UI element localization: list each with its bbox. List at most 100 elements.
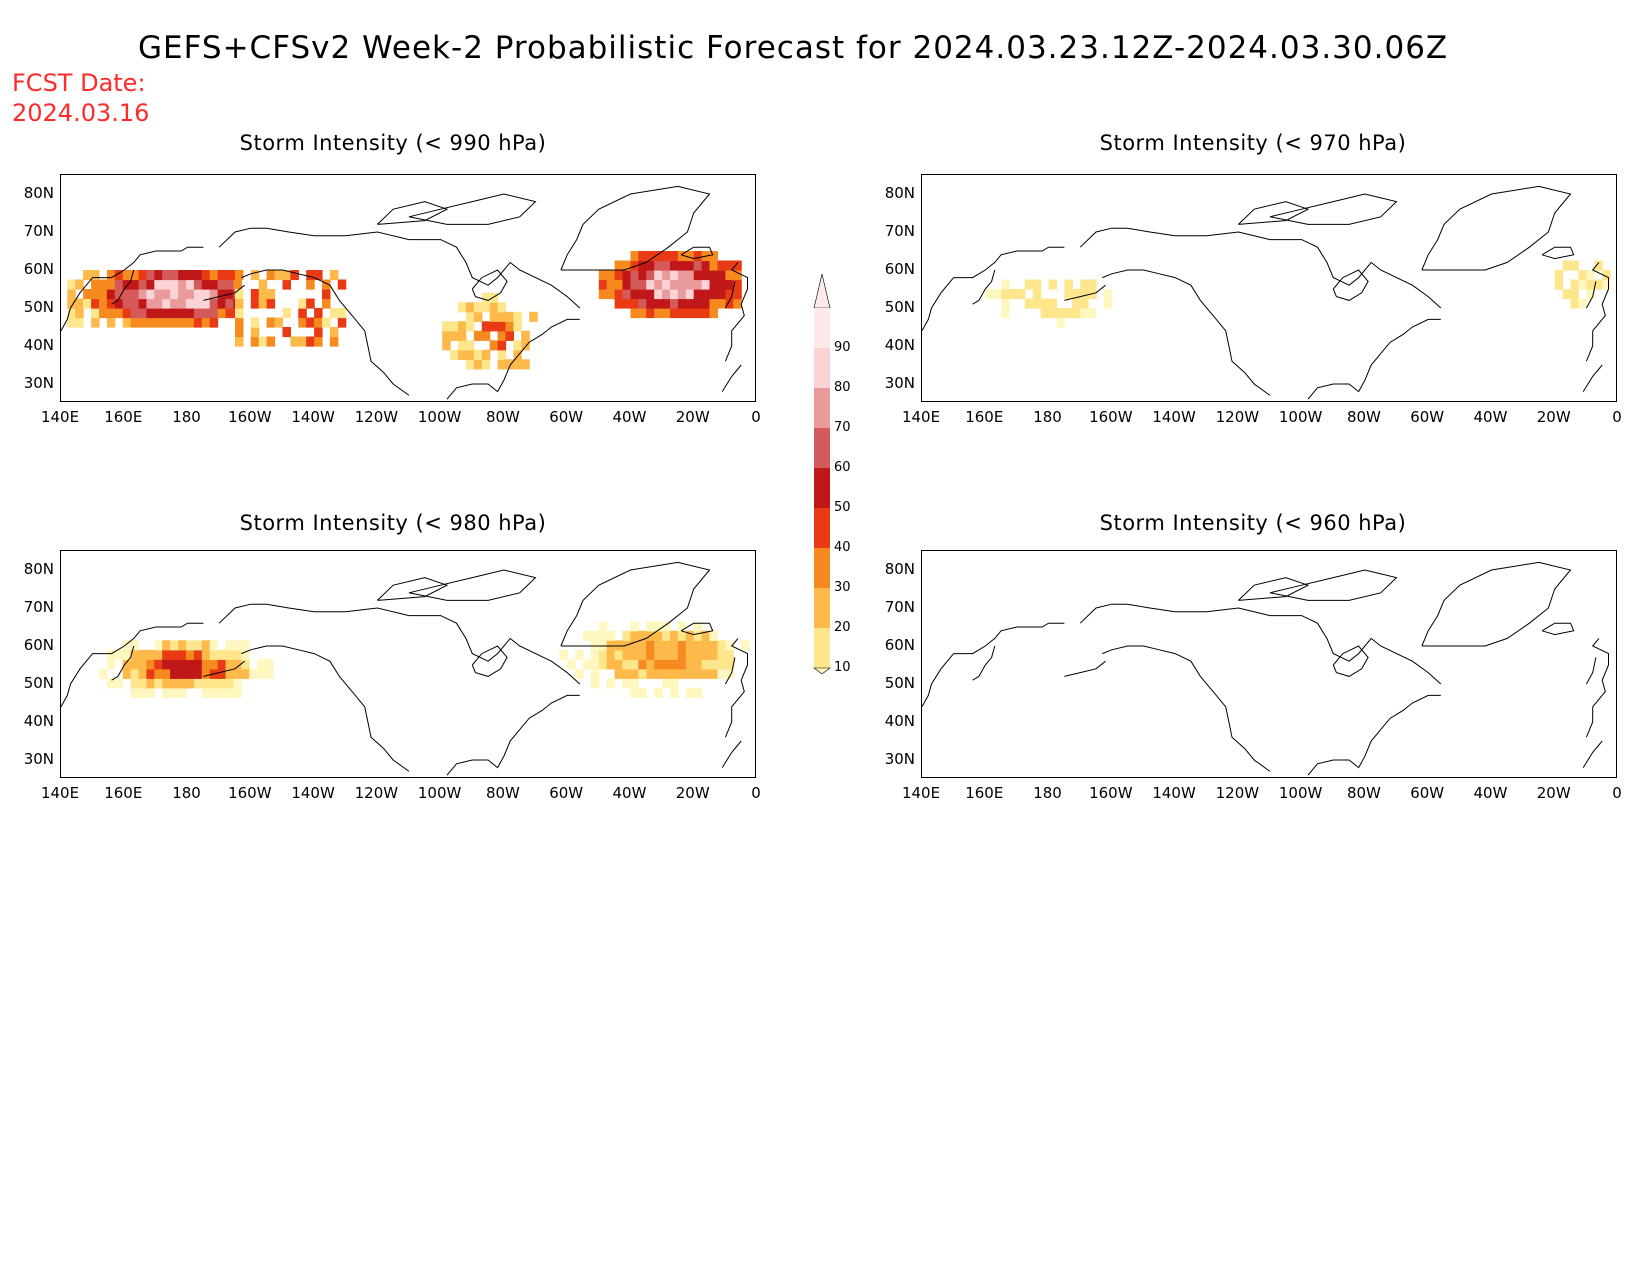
probability-cell xyxy=(75,298,84,309)
probability-cell xyxy=(725,279,734,290)
probability-cell xyxy=(99,308,108,319)
probability-cell xyxy=(497,311,507,322)
lon-tick-label: 20W xyxy=(675,408,710,426)
probability-cell xyxy=(521,340,530,351)
probability-cell xyxy=(614,659,624,670)
probability-cell xyxy=(630,251,639,262)
probability-cell xyxy=(654,621,663,632)
probability-cell xyxy=(614,279,624,290)
panel-title-970: Storm Intensity (< 970 hPa) xyxy=(1099,131,1407,155)
probability-cell xyxy=(590,678,600,689)
probability-cell xyxy=(465,302,475,313)
colorbar-label: 50 xyxy=(834,500,851,515)
probability-cell xyxy=(622,260,631,271)
probability-cell xyxy=(662,279,671,290)
probability-cell xyxy=(701,649,711,660)
coastline xyxy=(1307,318,1441,400)
probability-cell xyxy=(162,649,171,660)
probability-cell xyxy=(614,668,624,679)
probability-cell xyxy=(235,298,244,309)
probability-cell xyxy=(186,640,195,651)
probability-cell xyxy=(67,289,76,300)
probability-cell xyxy=(622,668,631,679)
probability-cell xyxy=(106,270,116,281)
map-canvas xyxy=(922,561,1609,776)
probability-cell xyxy=(630,279,639,290)
probability-cell xyxy=(1048,279,1057,290)
probability-cell xyxy=(178,270,187,281)
probability-cell xyxy=(725,260,734,271)
probability-cell xyxy=(130,640,140,651)
probability-cell xyxy=(481,330,491,341)
coastline xyxy=(1585,657,1597,685)
probability-cell xyxy=(622,289,631,300)
probability-cell xyxy=(458,321,467,332)
map-panel-990 xyxy=(60,174,756,402)
probability-cell xyxy=(99,279,108,290)
probability-cell xyxy=(685,251,695,262)
probability-cell xyxy=(662,251,671,262)
colorbar-segment xyxy=(814,428,830,468)
probability-cell xyxy=(290,336,299,347)
probability-cell xyxy=(685,687,695,698)
probability-cell xyxy=(1080,289,1089,300)
probability-cell xyxy=(282,270,291,281)
probability-cell xyxy=(677,279,687,290)
probability-cell xyxy=(314,336,323,347)
probability-cell xyxy=(162,687,171,698)
probability-cell xyxy=(505,311,514,322)
probability-cell xyxy=(693,630,703,641)
probability-cell xyxy=(241,649,250,660)
lon-tick-label: 40W xyxy=(1473,408,1508,426)
probability-cell xyxy=(450,330,459,341)
probability-cell xyxy=(170,279,179,290)
lon-tick-label: 180 xyxy=(1033,784,1062,802)
probability-cell xyxy=(670,678,679,689)
probability-cell xyxy=(590,659,600,670)
probability-cell xyxy=(465,349,475,360)
probability-cell xyxy=(630,289,639,300)
probability-cell xyxy=(654,630,663,641)
probability-cell xyxy=(265,668,274,679)
probability-cell xyxy=(458,340,467,351)
probability-cell xyxy=(1024,298,1034,309)
probability-cell xyxy=(217,659,227,670)
probability-cell xyxy=(654,289,663,300)
coastline xyxy=(218,227,581,309)
probability-cell xyxy=(693,251,703,262)
probability-cell xyxy=(233,659,242,670)
probability-cell xyxy=(130,317,140,328)
coastline xyxy=(1064,284,1106,301)
probability-cell xyxy=(1578,298,1587,309)
probability-cell xyxy=(985,289,994,300)
probability-cell xyxy=(638,649,647,660)
probability-cell xyxy=(709,298,718,309)
colorbar-label: 70 xyxy=(834,420,851,435)
probability-cell xyxy=(106,308,116,319)
colorbar-bottom-arrow xyxy=(813,667,831,674)
probability-cell xyxy=(638,668,647,679)
probability-cell xyxy=(497,321,507,332)
probability-cell xyxy=(583,659,592,670)
probability-cell xyxy=(322,317,331,328)
probability-cell xyxy=(138,270,147,281)
probability-cell xyxy=(91,308,100,319)
probability-cell xyxy=(186,308,195,319)
probability-cell xyxy=(709,630,718,641)
colorbar-label: 80 xyxy=(834,380,851,395)
coastline xyxy=(972,269,996,305)
probability-cell xyxy=(314,308,323,319)
coastline xyxy=(218,603,581,685)
probability-cell xyxy=(677,630,687,641)
probability-cell xyxy=(693,621,703,632)
probability-cell xyxy=(717,649,726,660)
probability-cell xyxy=(567,659,576,670)
probability-cell xyxy=(114,270,124,281)
probability-cell xyxy=(138,308,147,319)
probability-cell xyxy=(685,649,695,660)
coastline xyxy=(61,622,204,708)
probability-cell xyxy=(75,279,84,290)
coastline xyxy=(408,193,537,225)
coastline xyxy=(1582,740,1603,768)
probability-cell xyxy=(442,340,451,351)
